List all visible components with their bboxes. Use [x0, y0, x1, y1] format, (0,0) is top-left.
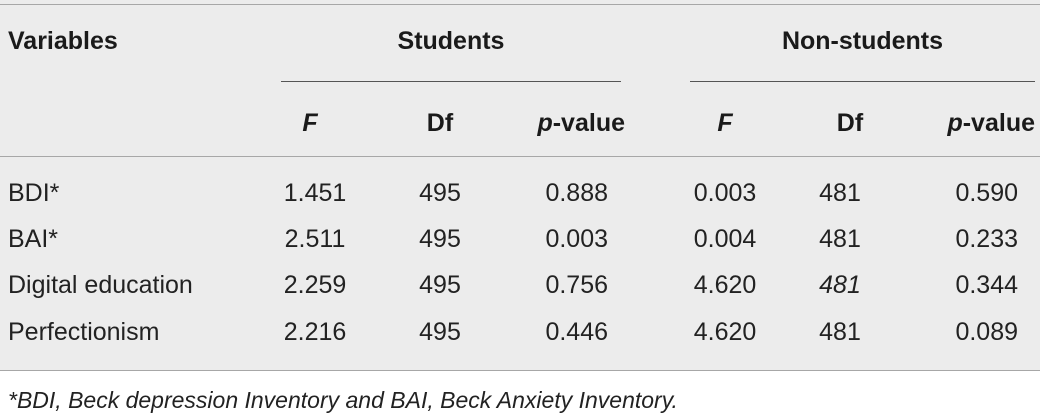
- table-cell: 0.888: [545, 179, 608, 207]
- row-label: Perfectionism: [8, 318, 160, 346]
- table-cell: 481: [819, 179, 861, 207]
- table-cell: 1.451: [283, 179, 347, 207]
- table-cell: 495: [419, 225, 461, 253]
- students-group-underline: [281, 81, 621, 82]
- table-cell: 0.756: [545, 271, 608, 299]
- table-cell: 0.344: [955, 271, 1018, 299]
- subheader-text-part: -value: [962, 109, 1035, 137]
- row-label: Digital education: [8, 271, 193, 299]
- subheader-5: p-value: [905, 108, 1035, 138]
- subheader-1: Df: [390, 108, 490, 138]
- row-label: BDI*: [8, 179, 60, 207]
- header-bottom-rule: [0, 156, 1040, 157]
- subheader-3: F: [680, 108, 770, 138]
- subheader-2: p-value: [500, 108, 625, 138]
- subheader-italic-part: p: [537, 109, 553, 137]
- table-cell: 2.216: [283, 318, 347, 346]
- header-group-students: Students: [397, 27, 505, 55]
- subheader-4: Df: [800, 108, 900, 138]
- table-cell: 481: [819, 271, 861, 299]
- table-cell: 0.089: [955, 318, 1018, 346]
- header-group-nonstudents: Non-students: [781, 27, 944, 55]
- table-cell: 0.003: [693, 179, 757, 207]
- table-cell: 495: [419, 271, 461, 299]
- table-cell: 481: [819, 318, 861, 346]
- table-cell: 0.446: [545, 318, 608, 346]
- table-cell: 4.620: [693, 271, 757, 299]
- table-cell: 481: [819, 225, 861, 253]
- table-cell: 495: [419, 179, 461, 207]
- subheader-italic-part: F: [717, 109, 733, 137]
- table-bottom-rule: [0, 370, 1040, 371]
- subheader-text-part: Df: [426, 109, 454, 137]
- table-cell: 0.590: [955, 179, 1018, 207]
- nonstudents-group-underline: [690, 81, 1035, 82]
- table-cell: 0.233: [955, 225, 1018, 253]
- subheader-italic-part: F: [302, 109, 318, 137]
- subheader-text-part: -value: [552, 109, 625, 137]
- table-top-rule: [0, 4, 1040, 5]
- row-label: BAI*: [8, 225, 59, 253]
- table-footnote: *BDI, Beck depression Inventory and BAI,…: [8, 387, 678, 413]
- table-cell: 2.259: [283, 271, 347, 299]
- table-background: [0, 0, 1040, 370]
- table-cell: 495: [419, 318, 461, 346]
- table-cell: 2.511: [284, 225, 346, 253]
- table-cell: 4.620: [693, 318, 757, 346]
- subheader-italic-part: p: [947, 109, 963, 137]
- table-cell: 0.004: [693, 225, 757, 253]
- subheader-text-part: Df: [836, 109, 864, 137]
- table-cell: 0.003: [545, 225, 608, 253]
- subheader-0: F: [265, 108, 355, 138]
- header-variables: Variables: [8, 27, 118, 55]
